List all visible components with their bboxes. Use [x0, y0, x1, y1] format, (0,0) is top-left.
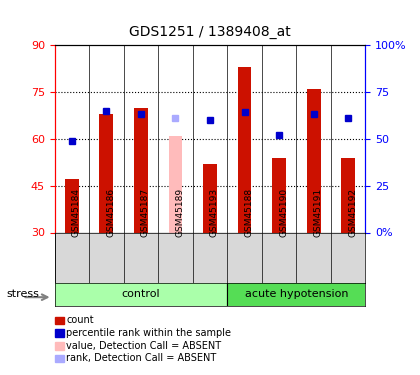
Text: rank, Detection Call = ABSENT: rank, Detection Call = ABSENT: [66, 354, 217, 363]
Text: control: control: [122, 290, 160, 299]
Bar: [134, 108, 148, 232]
Text: GDS1251 / 1389408_at: GDS1251 / 1389408_at: [129, 25, 291, 39]
Bar: [55, 283, 227, 306]
Bar: [341, 158, 355, 232]
Text: GSM45191: GSM45191: [314, 188, 323, 237]
Text: GSM45189: GSM45189: [176, 188, 184, 237]
Text: GSM45186: GSM45186: [106, 188, 116, 237]
Text: GSM45184: GSM45184: [72, 188, 81, 237]
Bar: [238, 67, 252, 232]
Bar: [100, 114, 113, 232]
Text: acute hypotension: acute hypotension: [244, 290, 348, 299]
Bar: [272, 158, 286, 232]
Bar: [203, 164, 217, 232]
Bar: [168, 136, 182, 232]
Text: GSM45192: GSM45192: [348, 188, 357, 237]
Bar: [227, 283, 365, 306]
Bar: [307, 89, 320, 232]
Text: GSM45190: GSM45190: [279, 188, 288, 237]
Text: percentile rank within the sample: percentile rank within the sample: [66, 328, 231, 338]
Text: value, Detection Call = ABSENT: value, Detection Call = ABSENT: [66, 341, 221, 351]
Text: count: count: [66, 315, 94, 325]
Text: GSM45187: GSM45187: [141, 188, 150, 237]
Text: stress: stress: [6, 290, 39, 299]
Bar: [65, 179, 79, 232]
Text: GSM45193: GSM45193: [210, 188, 219, 237]
Text: GSM45188: GSM45188: [244, 188, 254, 237]
